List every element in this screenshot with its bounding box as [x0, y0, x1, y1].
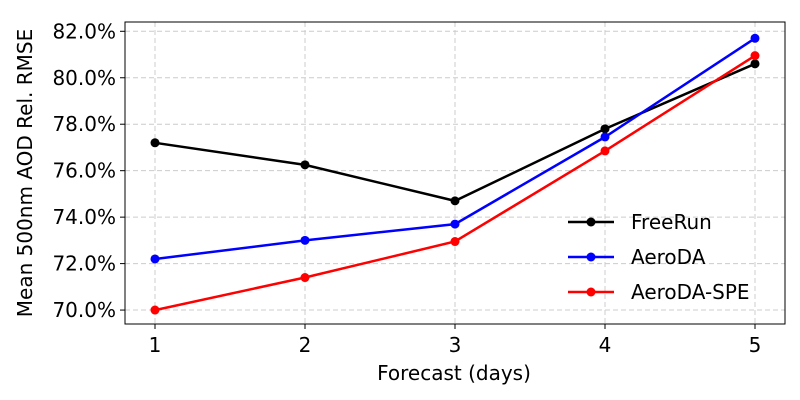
x-tick-label: 2	[299, 333, 312, 357]
legend-label-freerun: FreeRun	[631, 210, 712, 234]
y-tick-label: 78.0%	[52, 112, 116, 136]
data-point-freerun	[450, 196, 460, 206]
x-tick-label: 1	[149, 333, 162, 357]
series-layer	[150, 33, 760, 315]
x-tick-label: 3	[449, 333, 462, 357]
data-point-freerun	[300, 160, 310, 170]
x-tick-label: 5	[749, 333, 762, 357]
data-point-freerun	[150, 138, 160, 148]
legend-marker-aeroda	[586, 252, 596, 262]
legend-label-aeroda: AeroDA	[631, 245, 706, 269]
data-point-aeroda-spe	[600, 146, 610, 156]
legend-marker-freerun	[586, 217, 596, 227]
y-axis: 70.0% 72.0% 74.0% 76.0% 78.0% 80.0% 82.0%	[52, 19, 125, 322]
data-point-freerun	[600, 124, 610, 134]
y-tick-label: 72.0%	[52, 252, 116, 276]
legend-marker-aeroda-spe	[586, 287, 596, 297]
y-tick-label: 80.0%	[52, 66, 116, 90]
data-point-aeroda	[450, 219, 460, 229]
x-axis-label: Forecast (days)	[377, 361, 531, 385]
grid	[125, 22, 785, 324]
data-point-aeroda	[150, 254, 160, 264]
data-point-aeroda	[600, 132, 610, 142]
legend-label-aeroda-spe: AeroDA-SPE	[631, 280, 750, 304]
data-point-aeroda-spe	[150, 305, 160, 315]
y-axis-label: Mean 500nm AOD Rel. RMSE	[13, 29, 37, 317]
y-tick-label: 70.0%	[52, 298, 116, 322]
y-tick-label: 74.0%	[52, 205, 116, 229]
x-tick-label: 4	[599, 333, 612, 357]
series-line-freerun	[154, 62, 756, 203]
data-point-aeroda-spe	[450, 237, 460, 247]
data-point-aeroda	[750, 33, 760, 43]
data-point-aeroda-spe	[750, 51, 760, 61]
y-tick-label: 76.0%	[52, 159, 116, 183]
y-tick-label: 82.0%	[52, 19, 116, 43]
data-point-aeroda-spe	[300, 273, 310, 283]
x-axis: 1 2 3 4 5	[149, 324, 762, 357]
data-point-freerun	[750, 59, 760, 69]
data-point-aeroda	[300, 235, 310, 245]
legend: FreeRun AeroDA AeroDA-SPE	[568, 210, 750, 304]
